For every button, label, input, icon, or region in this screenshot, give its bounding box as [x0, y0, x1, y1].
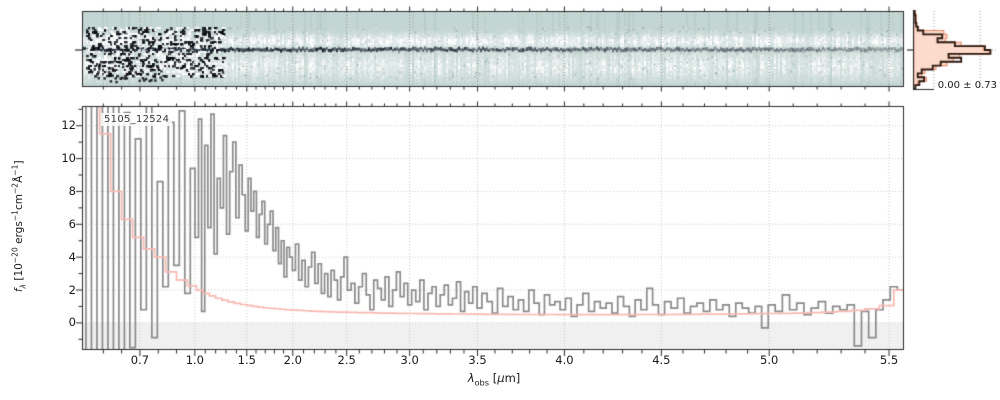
x-tick-label: 3.0	[400, 353, 419, 367]
x-tick-label: 2.0	[283, 353, 302, 367]
x-tick-label: 5.0	[760, 353, 779, 367]
y-tick-label: 12	[61, 118, 76, 133]
profile-stats-annotation: 0.00 ± 0.73	[937, 80, 997, 91]
y-tick-label: 0	[68, 315, 76, 330]
x-tick-label: 1.5	[237, 353, 256, 367]
y-tick-label: 10	[61, 151, 76, 166]
x-tick-label: 4.0	[555, 353, 574, 367]
x-tick-label: 4.5	[652, 353, 671, 367]
x-tick-label: 0.7	[130, 353, 150, 367]
x-tick-label: 1.0	[185, 353, 204, 367]
y-axis-label: fλ [10−20 ergs−1cm−2Å−1]	[10, 160, 28, 293]
spectrum-1d-panel	[82, 106, 904, 350]
y-tick-label: 2	[68, 282, 76, 297]
x-axis-label: λobs [μm]	[467, 371, 521, 388]
object-id-label: 5105_12524	[101, 113, 173, 126]
trace-profile-panel	[913, 11, 997, 90]
x-tick-label: 2.5	[337, 353, 356, 367]
y-tick-label: 6	[68, 216, 76, 231]
spectrum-2d-panel	[82, 11, 904, 87]
x-tick-label: 3.5	[468, 353, 487, 367]
x-tick-label: 5.5	[879, 353, 899, 367]
y-tick-label: 4	[68, 249, 76, 264]
y-tick-label: 8	[68, 183, 76, 198]
